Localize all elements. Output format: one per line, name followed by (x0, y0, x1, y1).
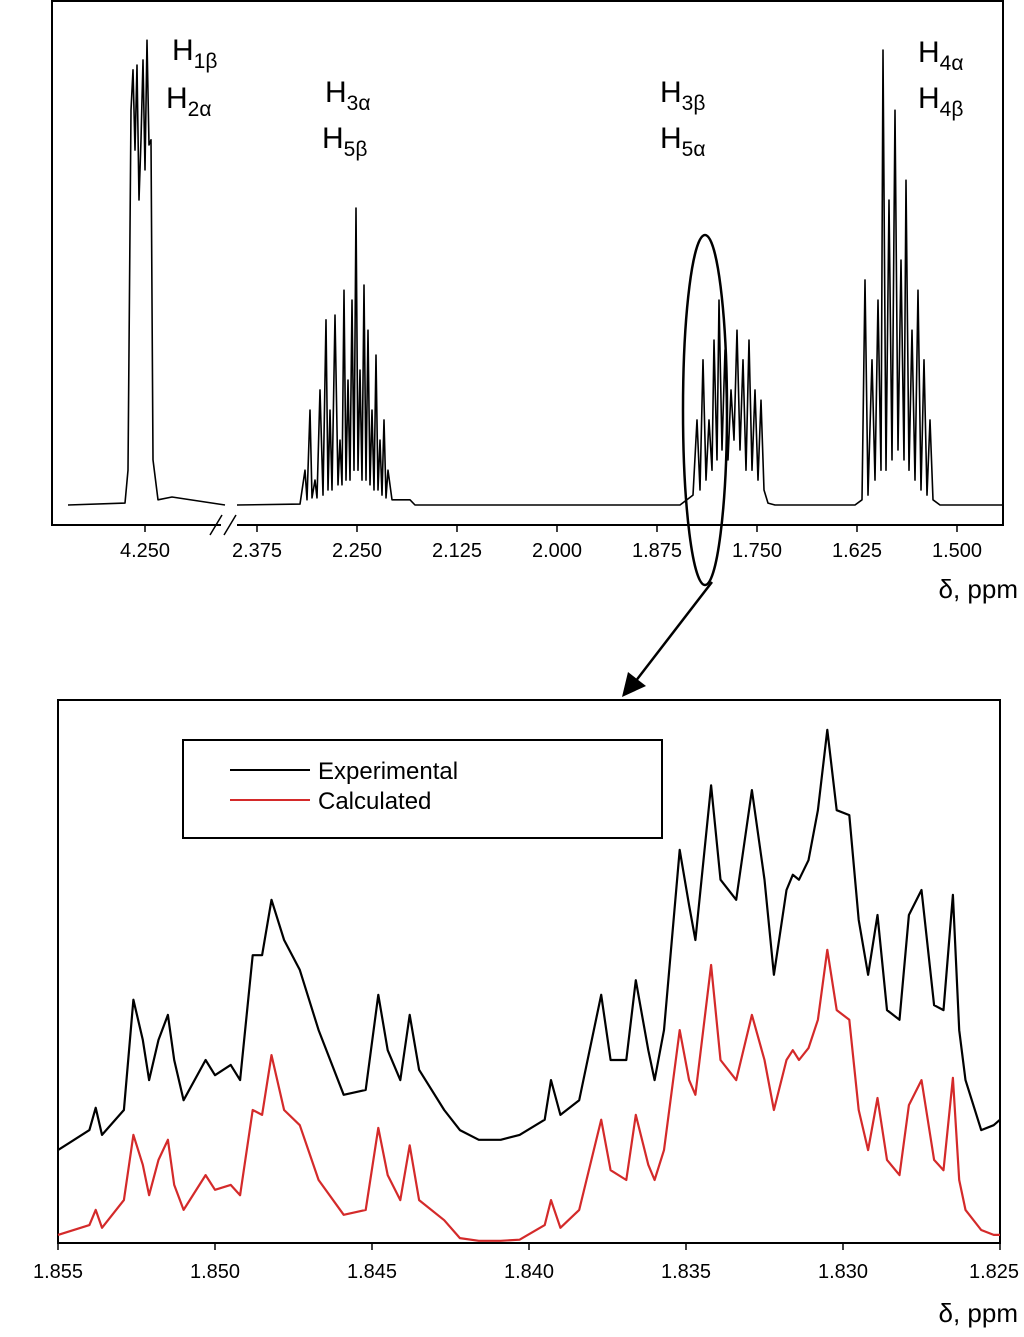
x-tick-label: 1.850 (190, 1261, 240, 1283)
peak-label-base: H (918, 82, 940, 115)
peak-label: H3β (660, 76, 705, 115)
peak-label-sub: 3α (347, 92, 371, 115)
peak-label: H4β (918, 82, 963, 121)
peak-label: H3α (325, 76, 371, 115)
peak-label-sub: 4α (940, 52, 964, 75)
legend-label: Experimental (318, 758, 458, 785)
peak-label-sub: 5β (344, 138, 368, 161)
axis-break-gap (221, 518, 237, 532)
axis-break-mark (209, 514, 223, 536)
x-tick-label: 1.845 (347, 1261, 397, 1283)
x-tick-label: 2.000 (532, 540, 582, 562)
x-tick-label: 2.250 (332, 540, 382, 562)
peak-label: H4α (918, 36, 964, 75)
x-tick-label: 2.125 (432, 540, 482, 562)
x-axis-label: δ, ppm (939, 1298, 1019, 1328)
peak-label-sub: 2α (188, 98, 212, 121)
peak-label: H5α (660, 122, 706, 161)
x-tick-label: 4.250 (120, 540, 170, 562)
peak-label: H2α (166, 82, 212, 121)
peak-label: H1β (172, 34, 217, 73)
axis-break-mark (223, 514, 237, 536)
peak-label-base: H (166, 82, 188, 115)
peak-label-base: H (322, 122, 344, 155)
peak-label: H5β (322, 122, 367, 161)
spectrum-line (236, 49, 1003, 506)
x-tick-label: 2.375 (232, 540, 282, 562)
peak-label-base: H (325, 76, 347, 109)
x-tick-label: 1.840 (504, 1261, 554, 1283)
x-tick-label: 1.855 (33, 1261, 83, 1283)
x-tick-label: 1.500 (932, 540, 982, 562)
peak-label-base: H (660, 122, 682, 155)
x-axis-label: δ, ppm (939, 574, 1019, 604)
x-tick-label: 1.875 (632, 540, 682, 562)
x-tick-label: 1.835 (661, 1261, 711, 1283)
peak-label-base: H (172, 34, 194, 67)
spectrum-line (67, 39, 226, 506)
legend-label: Calculated (318, 788, 431, 815)
x-tick-label: 1.825 (969, 1261, 1019, 1283)
x-tick-label: 1.830 (818, 1261, 868, 1283)
peak-label-sub: 1β (194, 50, 218, 73)
legend-box (182, 739, 663, 839)
spectrum-line (57, 948, 1000, 1242)
x-tick-label: 1.625 (832, 540, 882, 562)
peak-label-base: H (918, 36, 940, 69)
peak-label-sub: 3β (682, 92, 706, 115)
peak-label-base: H (660, 76, 682, 109)
arrow-shaft (634, 581, 713, 683)
x-tick-label: 1.750 (732, 540, 782, 562)
peak-label-sub: 5α (682, 138, 706, 161)
arrow-head (622, 672, 646, 697)
top-frame (51, 0, 1004, 526)
spectrum-line (57, 728, 1001, 1152)
peak-label-sub: 4β (940, 98, 964, 121)
